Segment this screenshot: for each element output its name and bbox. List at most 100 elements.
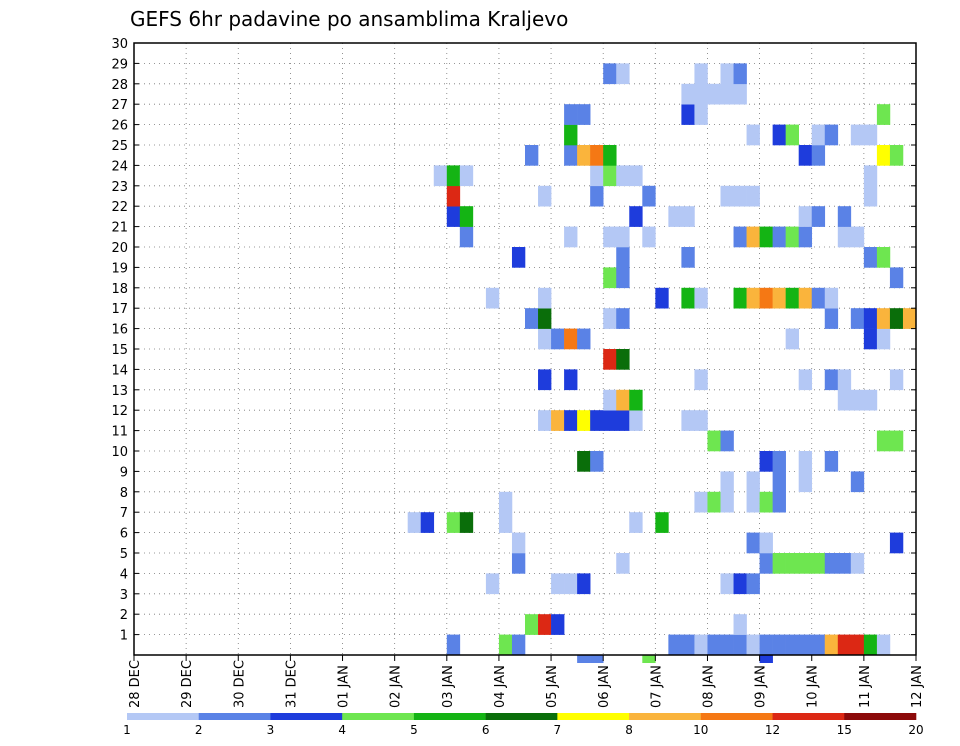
data-cell [837, 389, 852, 411]
data-cell [681, 206, 695, 227]
data-cell [720, 573, 734, 595]
colorbar-tick-label: 10 [693, 723, 708, 737]
data-cell-below-axis [577, 655, 591, 663]
data-cell [590, 185, 604, 207]
data-cell [850, 471, 865, 493]
data-cell [681, 247, 695, 268]
data-cell [616, 63, 630, 85]
data-cell [876, 328, 891, 350]
data-cell [759, 226, 773, 248]
data-cell [525, 145, 539, 166]
colorbar-swatch [700, 713, 773, 720]
data-cell [668, 206, 682, 227]
data-cell [863, 247, 878, 268]
y-tick-label: 10 [111, 445, 128, 460]
data-cell [902, 308, 917, 329]
data-cell [681, 634, 695, 656]
data-cell [733, 63, 747, 85]
data-cell [824, 553, 839, 574]
data-cell [498, 512, 513, 533]
data-cell [759, 491, 773, 513]
data-cell [511, 553, 526, 574]
data-cell [837, 226, 852, 248]
data-cell [824, 287, 839, 309]
data-cell [694, 104, 708, 125]
data-cell [772, 451, 786, 472]
data-cell [798, 451, 813, 472]
data-cell [616, 308, 630, 329]
data-cell [551, 573, 565, 595]
y-tick-label: 16 [111, 323, 128, 338]
data-cell [720, 185, 734, 207]
data-cell [733, 614, 747, 635]
data-cell [798, 553, 813, 574]
data-cell [551, 328, 565, 350]
data-cell [876, 308, 891, 329]
data-cell [746, 573, 760, 595]
data-cell [525, 308, 539, 329]
data-cell [824, 369, 839, 391]
x-tick-label: 06 JAN [597, 665, 612, 708]
data-cell [798, 634, 813, 656]
data-cell [772, 471, 786, 493]
data-cell [785, 226, 799, 248]
data-cell [603, 389, 617, 411]
colorbar-swatch [270, 713, 343, 720]
data-cell [746, 226, 760, 248]
data-cell [603, 410, 617, 431]
data-cell [798, 145, 813, 166]
data-cell [798, 226, 813, 248]
data-cell [837, 634, 852, 656]
data-cell [655, 287, 669, 309]
data-cell [629, 410, 643, 431]
colorbar-tick-label: 6 [482, 723, 490, 737]
data-cell [616, 553, 630, 574]
y-tick-label: 19 [111, 261, 128, 276]
y-tick-label: 7 [120, 506, 128, 521]
data-cell [616, 247, 630, 268]
data-cell [446, 185, 461, 207]
y-tick-label: 23 [111, 180, 128, 195]
data-cell [655, 512, 669, 533]
data-cell [759, 287, 773, 309]
y-tick-label: 30 [111, 37, 128, 52]
y-tick-label: 25 [111, 139, 128, 154]
data-cells [407, 63, 917, 663]
data-cell [772, 287, 786, 309]
y-tick-label: 11 [111, 425, 128, 440]
data-cell [538, 308, 552, 329]
y-tick-label: 28 [111, 78, 128, 93]
data-cell [511, 532, 526, 554]
x-tick-label: 29 DEC [180, 660, 195, 708]
data-cell [577, 104, 591, 125]
data-cell [694, 369, 708, 391]
data-cell [850, 308, 865, 329]
data-cell [407, 512, 422, 533]
data-cell [798, 206, 813, 227]
data-cell [863, 165, 878, 187]
y-tick-label: 27 [111, 98, 128, 113]
data-cell [694, 83, 708, 105]
y-tick-label: 5 [120, 547, 128, 562]
x-tick-label: 28 DEC [128, 660, 143, 708]
y-tick-label: 3 [120, 588, 128, 603]
data-cell [850, 124, 865, 146]
data-cell [733, 287, 747, 309]
data-cell [564, 328, 578, 350]
data-cell [876, 104, 891, 125]
data-cell [850, 634, 865, 656]
data-cell [564, 226, 578, 248]
data-cell [811, 145, 826, 166]
data-cell [837, 369, 852, 391]
data-cell [564, 573, 578, 595]
data-cell [863, 328, 878, 350]
data-cell [538, 287, 552, 309]
data-cell [889, 430, 904, 452]
data-cell [681, 104, 695, 125]
colorbar-swatch [844, 713, 917, 720]
data-cell [746, 287, 760, 309]
data-cell [446, 634, 461, 656]
colorbar-tick-label: 4 [338, 723, 346, 737]
data-cell [876, 247, 891, 268]
